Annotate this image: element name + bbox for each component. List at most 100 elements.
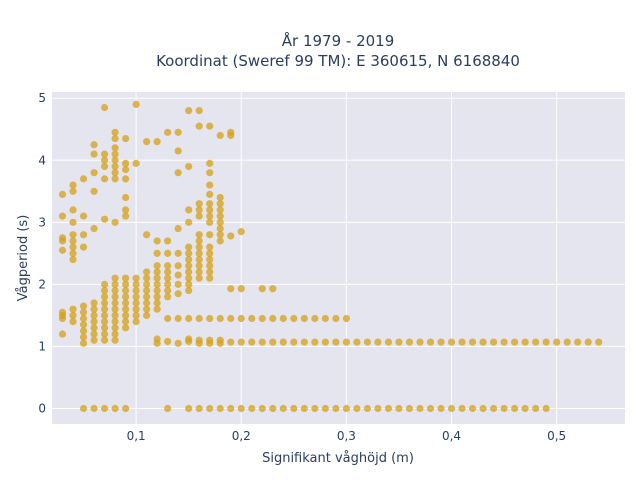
data-point — [153, 262, 161, 270]
data-point — [143, 299, 151, 307]
data-point — [227, 314, 235, 323]
data-point — [111, 274, 119, 282]
data-point — [111, 144, 119, 152]
data-point — [121, 165, 130, 174]
data-point — [185, 107, 193, 115]
data-point — [69, 187, 77, 195]
data-point — [79, 339, 88, 347]
data-point — [100, 293, 109, 301]
data-point — [195, 206, 203, 214]
data-point — [279, 338, 287, 346]
y-axis-label: Vågperiod (s) — [16, 215, 31, 302]
data-point — [121, 305, 130, 313]
data-point — [479, 338, 487, 346]
data-point — [300, 338, 308, 346]
data-point — [79, 175, 88, 183]
data-point — [258, 338, 266, 346]
data-point — [69, 255, 77, 264]
data-point — [269, 404, 277, 413]
x-tick-label: 0,3 — [337, 429, 356, 443]
data-point — [111, 286, 119, 295]
data-point — [132, 100, 140, 109]
data-point — [416, 404, 424, 413]
data-point — [132, 286, 140, 295]
data-point — [121, 274, 130, 282]
x-tick-label: 0,2 — [232, 429, 251, 443]
data-point — [206, 190, 214, 198]
data-point — [100, 215, 109, 223]
data-point — [542, 338, 550, 346]
data-point — [542, 404, 550, 413]
data-point — [206, 262, 214, 270]
data-point — [174, 128, 182, 136]
data-point — [100, 103, 109, 112]
data-point — [132, 299, 140, 307]
data-point — [279, 404, 287, 413]
data-point — [206, 404, 214, 413]
data-point — [90, 224, 98, 233]
data-point — [143, 274, 151, 282]
x-axis-label: Signifikant våghöjd (m) — [262, 451, 414, 466]
data-point — [69, 243, 77, 251]
data-point — [58, 234, 67, 242]
data-point — [206, 218, 214, 226]
data-point — [227, 404, 235, 413]
data-point — [153, 268, 161, 276]
data-point — [121, 324, 130, 332]
data-point — [195, 274, 203, 282]
data-point — [185, 162, 193, 171]
data-point — [153, 249, 161, 257]
data-point — [174, 280, 182, 288]
data-point — [143, 293, 151, 301]
data-point — [269, 338, 277, 346]
data-point — [79, 212, 88, 220]
y-axis-ticks: 0 1 2 3 4 5 — [38, 91, 46, 415]
data-point — [206, 122, 214, 130]
data-point — [153, 286, 161, 295]
data-point — [479, 404, 487, 413]
data-point — [227, 131, 235, 140]
data-point — [58, 330, 67, 338]
data-point — [100, 336, 109, 344]
data-point — [164, 268, 172, 276]
data-point — [300, 404, 308, 413]
data-point — [153, 293, 161, 301]
data-point — [248, 404, 256, 413]
data-point — [69, 311, 77, 320]
data-point — [363, 404, 372, 413]
data-point — [332, 314, 340, 323]
data-point — [121, 299, 130, 307]
data-point — [164, 237, 172, 245]
data-point — [206, 314, 214, 323]
data-point — [111, 318, 119, 326]
data-point — [153, 274, 161, 282]
data-point — [195, 231, 203, 239]
data-point — [121, 175, 130, 183]
data-point — [195, 404, 203, 413]
data-point — [69, 231, 77, 239]
data-point — [563, 338, 571, 346]
data-point — [206, 169, 214, 177]
data-point — [290, 338, 298, 346]
data-point — [143, 268, 151, 276]
x-tick-label: 0,4 — [442, 429, 461, 443]
data-point — [90, 305, 98, 313]
y-tick-label: 2 — [38, 277, 46, 291]
data-point — [489, 404, 498, 413]
data-point — [342, 338, 350, 346]
data-point — [111, 134, 119, 143]
data-point — [216, 212, 224, 220]
data-point — [69, 305, 77, 313]
data-point — [269, 314, 277, 323]
data-point — [111, 293, 119, 301]
data-point — [332, 338, 340, 346]
data-point — [90, 187, 98, 195]
data-point — [353, 338, 361, 346]
data-point — [248, 338, 256, 346]
data-point — [164, 128, 172, 136]
data-point — [79, 333, 88, 341]
data-point — [185, 243, 193, 251]
data-point — [90, 150, 98, 158]
x-tick-label: 0,5 — [547, 429, 566, 443]
